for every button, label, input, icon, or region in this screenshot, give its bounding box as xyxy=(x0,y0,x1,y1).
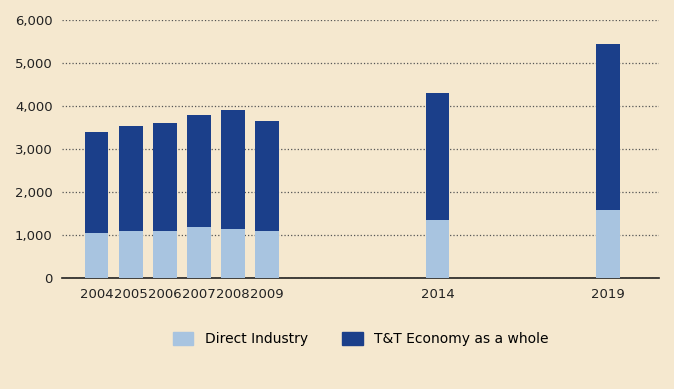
Bar xyxy=(187,115,211,227)
Bar xyxy=(255,231,279,279)
Bar xyxy=(85,132,109,233)
Bar xyxy=(596,44,620,210)
Legend: Direct Industry, T&T Economy as a whole: Direct Industry, T&T Economy as a whole xyxy=(167,327,555,352)
Bar xyxy=(221,110,245,229)
Bar xyxy=(596,210,620,279)
Bar xyxy=(187,227,211,279)
Bar xyxy=(153,231,177,279)
Bar xyxy=(221,229,245,279)
Bar xyxy=(119,126,143,231)
Bar xyxy=(119,231,143,279)
Bar xyxy=(153,123,177,231)
Bar xyxy=(85,233,109,279)
Bar xyxy=(425,93,450,220)
Bar xyxy=(255,121,279,231)
Bar xyxy=(425,220,450,279)
